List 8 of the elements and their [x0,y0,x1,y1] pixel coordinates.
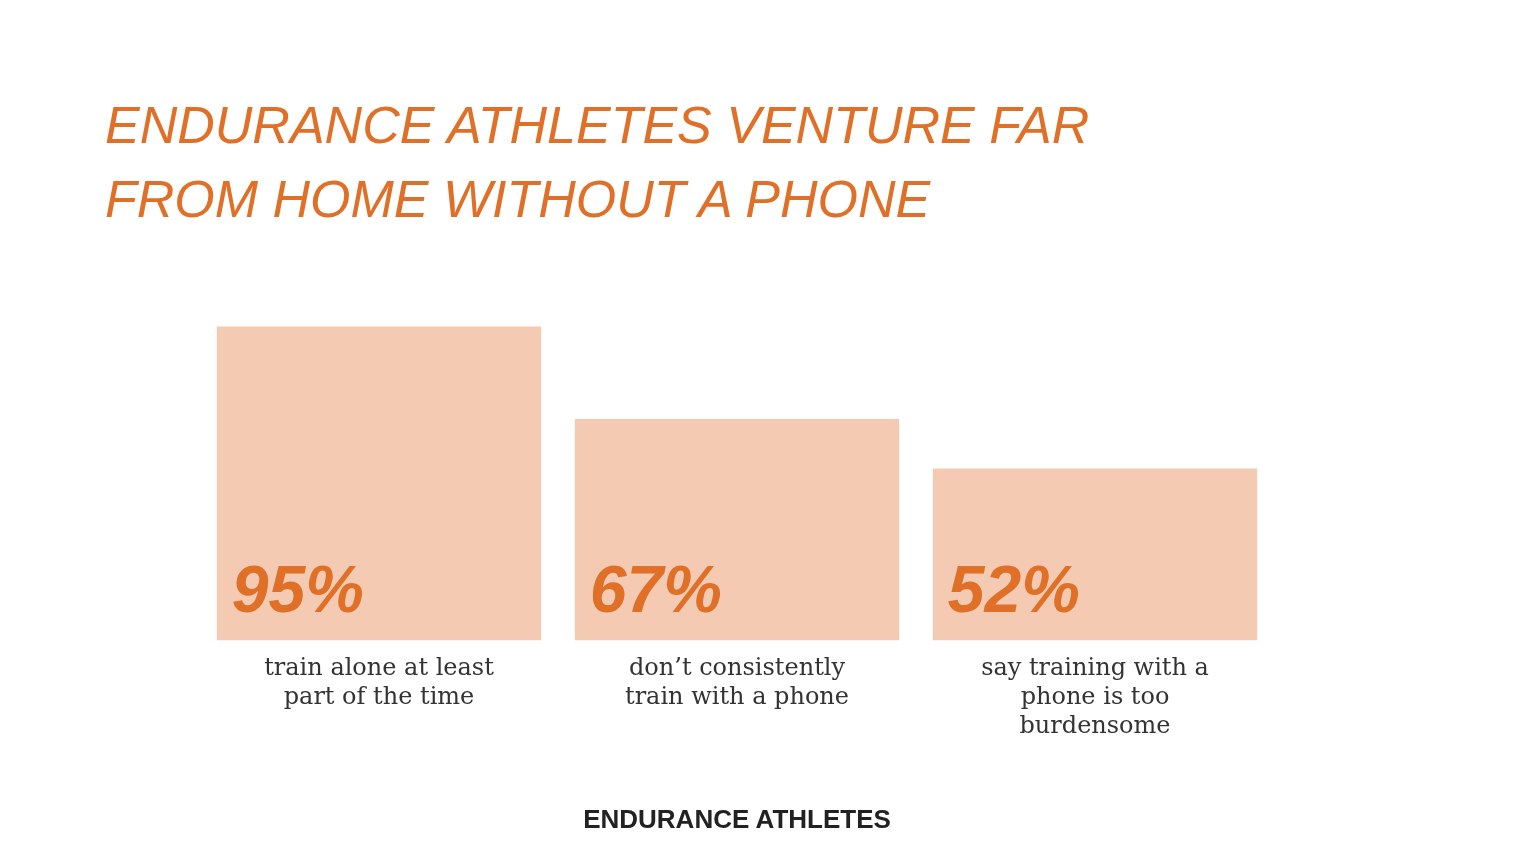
x-tick-label: don’t consistently train with a phone [624,653,850,710]
data-label: 67% [589,551,722,626]
x-axis-title: ENDURANCE ATHLETES [583,803,891,834]
chart-title: ENDURANCE ATHLETES VENTURE FAR FROM HOME WITHOUT A PHONE [105,95,1091,230]
data-label: 52% [947,551,1080,626]
data-label: 95% [231,551,364,626]
x-tick-label: train alone at least part of the time [264,653,495,710]
x-tick-label: say training with a phone is too burdensome [981,653,1209,739]
